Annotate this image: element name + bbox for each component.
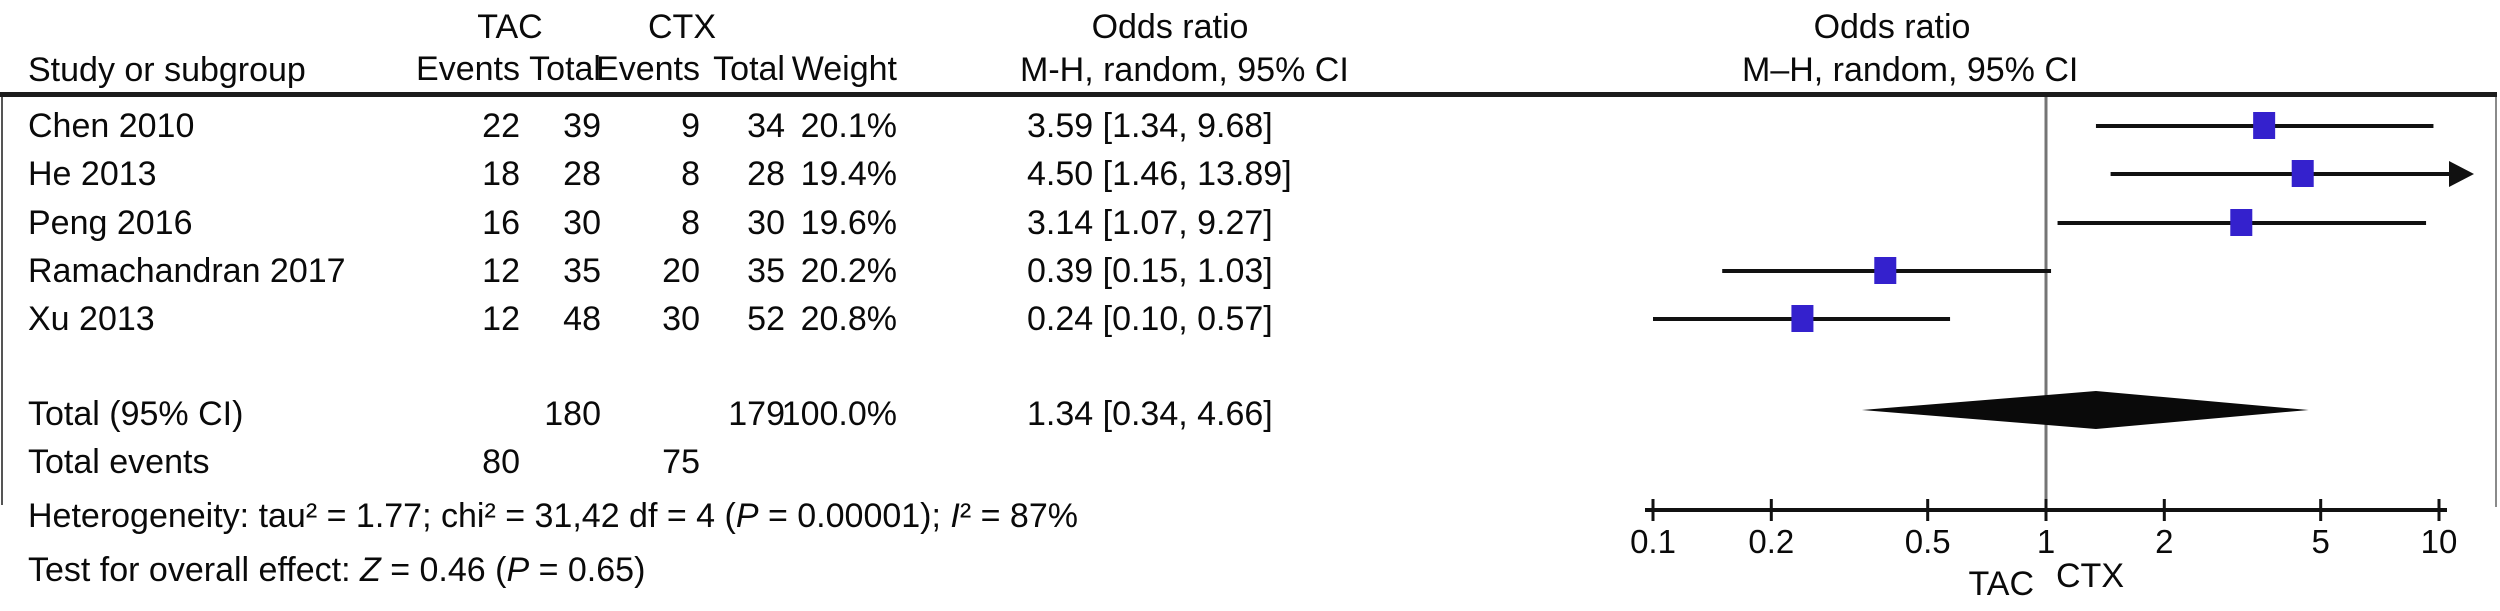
column-header-study: Study or subgroup — [28, 51, 306, 89]
heterogeneity-text: Heterogeneity: tau² = 1.77; chi² = 31,42… — [28, 497, 1078, 535]
weight-value: 19.6% — [800, 204, 897, 242]
ctx-total-value: 52 — [747, 300, 785, 338]
tac-total-value: 39 — [563, 107, 601, 145]
x-axis-tick-label: 5 — [2312, 523, 2330, 560]
ctx-events-value: 30 — [662, 300, 700, 338]
or-square — [2230, 209, 2253, 236]
group-header-tac: TAC — [477, 8, 543, 46]
x-axis-tick-label: 0.2 — [1748, 523, 1794, 560]
plot-title: Odds ratio — [1813, 8, 1971, 46]
ci-arrow-right — [2449, 161, 2474, 187]
or-square — [1874, 257, 1897, 284]
tac-events-value: 12 — [482, 252, 520, 290]
study-label: He 2013 — [28, 155, 157, 193]
tac-events-sum: 80 — [482, 443, 520, 481]
table-row: He 2013 18 28 8 28 19.4% 4.50 [1.46, 13.… — [0, 155, 1400, 193]
or-ci-value: 3.14 [1.07, 9.27] — [1027, 204, 1273, 242]
header-rule — [0, 92, 2497, 97]
tac-events-value: 22 — [482, 107, 520, 145]
study-label: Chen 2010 — [28, 107, 195, 145]
x-axis-tick-label: 2 — [2155, 523, 2173, 560]
table-row: Peng 2016 16 30 8 30 19.6% 3.14 [1.07, 9… — [0, 204, 1400, 242]
table-row: Xu 2013 12 48 30 52 20.8% 0.24 [0.10, 0.… — [0, 300, 1400, 338]
tac-events-value: 18 — [482, 155, 520, 193]
column-header-weight: Weight — [791, 50, 897, 88]
total-row: Total (95% CI) 180 179 100.0% 1.34 [0.34… — [0, 395, 1400, 433]
column-header-tac-total: Total — [529, 50, 601, 88]
or-ci-total: 1.34 [0.34, 4.66] — [1027, 395, 1273, 433]
plot-subtitle: M–H, random, 95% CI — [1742, 51, 2079, 89]
column-header-tac-events: Events — [416, 50, 520, 88]
tac-total-value: 30 — [563, 204, 601, 242]
table-row: Ramachandran 2017 12 35 20 35 20.2% 0.39… — [0, 252, 1400, 290]
total-events-row: Total events 80 75 — [0, 443, 1400, 481]
tac-total-value: 28 — [563, 155, 601, 193]
summary-diamond — [1861, 391, 2309, 429]
study-label: Ramachandran 2017 — [28, 252, 346, 290]
tac-events-value: 16 — [482, 204, 520, 242]
ctx-total-value: 35 — [747, 252, 785, 290]
overall-effect-text: Test for overall effect: Z = 0.46 (P = 0… — [28, 551, 646, 589]
table-row: Chen 2010 22 39 9 34 20.1% 3.59 [1.34, 9… — [0, 107, 1400, 145]
or-square — [1791, 305, 1814, 332]
study-label: Xu 2013 — [28, 300, 155, 338]
ctx-events-value: 20 — [662, 252, 700, 290]
or-square — [2253, 112, 2276, 139]
or-column-title: Odds ratio — [1091, 8, 1249, 46]
weight-value: 19.4% — [800, 155, 897, 193]
ctx-total-sum: 179 — [728, 395, 785, 433]
ctx-events-value: 8 — [681, 155, 700, 193]
column-header-ctx-total: Total — [713, 50, 785, 88]
x-axis-tick-label: 1 — [2037, 523, 2055, 560]
x-axis-tick-label: 0.5 — [1905, 523, 1951, 560]
study-label: Peng 2016 — [28, 204, 193, 242]
total-events-label: Total events — [28, 443, 210, 481]
tac-total-value: 48 — [563, 300, 601, 338]
overall-effect-line: Test for overall effect: Z = 0.46 (P = 0… — [0, 551, 1400, 589]
ctx-total-value: 28 — [747, 155, 785, 193]
ctx-total-value: 30 — [747, 204, 785, 242]
or-ci-value: 3.59 [1.34, 9.68] — [1027, 107, 1273, 145]
ctx-events-value: 9 — [681, 107, 700, 145]
group-header-ctx: CTX — [648, 8, 716, 46]
tac-events-value: 12 — [482, 300, 520, 338]
or-ci-value: 0.24 [0.10, 0.57] — [1027, 300, 1273, 338]
ctx-events-sum: 75 — [662, 443, 700, 481]
axis-label-ctx: CTX — [2056, 557, 2124, 595]
weight-value: 20.1% — [800, 107, 897, 145]
tac-total-sum: 180 — [544, 395, 601, 433]
or-ci-value: 4.50 [1.46, 13.89] — [1027, 155, 1292, 193]
or-ci-value: 0.39 [0.15, 1.03] — [1027, 252, 1273, 290]
x-axis-tick-label: 0.1 — [1630, 523, 1676, 560]
column-header-or-ci: M-H, random, 95% CI — [1020, 51, 1349, 89]
total-label: Total (95% CI) — [28, 395, 244, 433]
weight-value: 20.8% — [800, 300, 897, 338]
or-square — [2291, 160, 2314, 187]
axis-label-tac: TAC — [1969, 565, 2034, 603]
ctx-events-value: 8 — [681, 204, 700, 242]
column-header-ctx-events: Events — [596, 50, 700, 88]
ctx-total-value: 34 — [747, 107, 785, 145]
x-axis-tick-label: 10 — [2421, 523, 2458, 560]
weight-value: 20.2% — [800, 252, 897, 290]
heterogeneity-line: Heterogeneity: tau² = 1.77; chi² = 31,42… — [0, 497, 1400, 535]
weight-total: 100.0% — [781, 395, 897, 433]
tac-total-value: 35 — [563, 252, 601, 290]
